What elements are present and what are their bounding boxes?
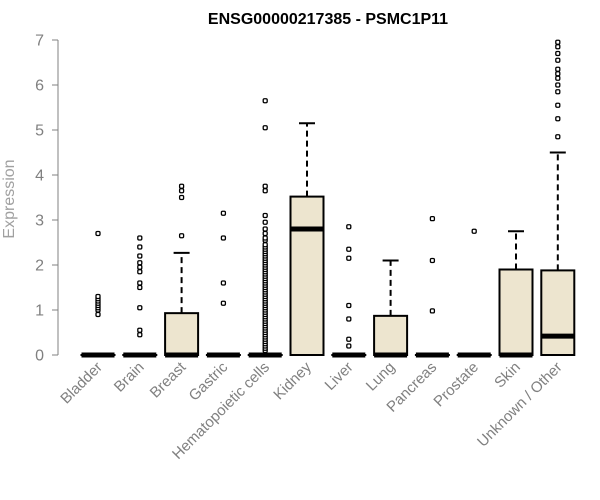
box-plot-skin xyxy=(498,230,534,358)
x-tick-label: Liver xyxy=(322,359,357,394)
x-tick-label: Brain xyxy=(111,359,148,396)
outlier-point xyxy=(429,308,436,314)
outlier-point xyxy=(346,343,352,349)
outlier-point xyxy=(555,44,561,50)
outlier-point xyxy=(262,212,268,219)
x-tick-label: Prostate xyxy=(430,359,482,411)
box-plot-breast xyxy=(164,183,200,358)
outlier-point xyxy=(137,332,143,338)
outlier-point xyxy=(220,300,227,306)
box xyxy=(498,268,534,356)
outlier-point xyxy=(346,246,352,252)
outlier-point xyxy=(137,260,143,266)
outlier-point xyxy=(555,116,561,122)
outlier-point xyxy=(262,98,268,104)
outlier-point xyxy=(429,257,436,264)
outlier-point xyxy=(262,235,268,241)
outlier-point xyxy=(178,233,185,239)
outlier-point xyxy=(555,39,561,45)
outlier-point xyxy=(555,57,561,63)
x-tick-label: Lung xyxy=(363,359,399,395)
outlier-point xyxy=(555,66,561,72)
outlier-point xyxy=(429,215,436,222)
outlier-point xyxy=(346,255,352,261)
outlier-point xyxy=(555,89,561,95)
y-tick-label: 4 xyxy=(35,168,44,185)
y-tick-label: 1 xyxy=(35,303,44,320)
box-plot-unknown-other xyxy=(540,39,576,356)
outlier-point xyxy=(220,235,227,241)
outlier-point xyxy=(555,75,561,81)
outlier-point xyxy=(346,302,352,309)
outlier-point xyxy=(555,82,561,88)
box xyxy=(373,314,409,357)
outlier-point xyxy=(262,219,268,225)
outlier-point xyxy=(95,311,101,318)
y-tick-label: 2 xyxy=(35,258,44,275)
outlier-point xyxy=(471,228,477,234)
outlier-point xyxy=(178,183,185,189)
box-plots xyxy=(80,39,576,358)
y-tick-label: 0 xyxy=(35,348,44,365)
outlier-point xyxy=(137,280,143,286)
outlier-point xyxy=(262,226,268,232)
outlier-point xyxy=(346,224,352,230)
box-plot-liver xyxy=(331,224,367,358)
outlier-point xyxy=(137,264,143,270)
outlier-point xyxy=(555,102,561,108)
box-plot-lung xyxy=(373,259,409,358)
box-plot-hematopoietic-cells xyxy=(247,98,283,358)
y-tick-label: 3 xyxy=(35,213,44,230)
y-axis: 0 1 2 3 4 5 6 7 xyxy=(35,33,59,365)
box-plot-kidney xyxy=(289,122,325,356)
box xyxy=(164,312,200,356)
outlier-point xyxy=(137,305,143,311)
outlier-point xyxy=(137,253,143,259)
y-axis-title: Expression xyxy=(1,159,18,238)
outlier-point xyxy=(137,269,143,275)
outlier-point xyxy=(555,134,561,140)
y-tick-label: 5 xyxy=(35,123,44,140)
chart-title: ENSG00000217385 - PSMC1P11 xyxy=(208,11,448,28)
x-tick-label: Kidney xyxy=(270,358,315,403)
outlier-point xyxy=(555,71,561,77)
outlier-point xyxy=(262,183,268,189)
box-plot-pancreas xyxy=(414,215,450,358)
outlier-point xyxy=(220,210,227,216)
outlier-point xyxy=(555,50,561,57)
y-tick-label: 7 xyxy=(35,33,44,50)
box-plot-gastric xyxy=(205,210,241,358)
outlier-point xyxy=(137,244,143,250)
outlier-point xyxy=(137,235,143,241)
outlier-point xyxy=(95,230,101,237)
outlier-point xyxy=(346,316,352,322)
outlier-point xyxy=(346,336,352,342)
outlier-point xyxy=(262,230,268,237)
box xyxy=(540,269,576,356)
y-tick-label: 6 xyxy=(35,78,44,95)
x-tick-label: Skin xyxy=(491,359,524,392)
outlier-point xyxy=(178,188,185,194)
outlier-point xyxy=(178,194,185,201)
x-tick-label: Breast xyxy=(147,358,190,401)
box-plot-brain xyxy=(122,235,158,358)
outlier-point xyxy=(137,327,143,333)
outlier-point xyxy=(262,125,268,131)
outlier-point xyxy=(262,242,268,248)
outlier-point xyxy=(95,293,101,300)
x-tick-label: Bladder xyxy=(57,359,106,408)
outlier-point xyxy=(262,188,268,194)
box-plot-prostate xyxy=(456,228,492,358)
outlier-point xyxy=(220,280,227,286)
box-plot-bladder xyxy=(80,230,116,358)
outlier-point xyxy=(137,284,143,291)
box xyxy=(289,195,325,356)
